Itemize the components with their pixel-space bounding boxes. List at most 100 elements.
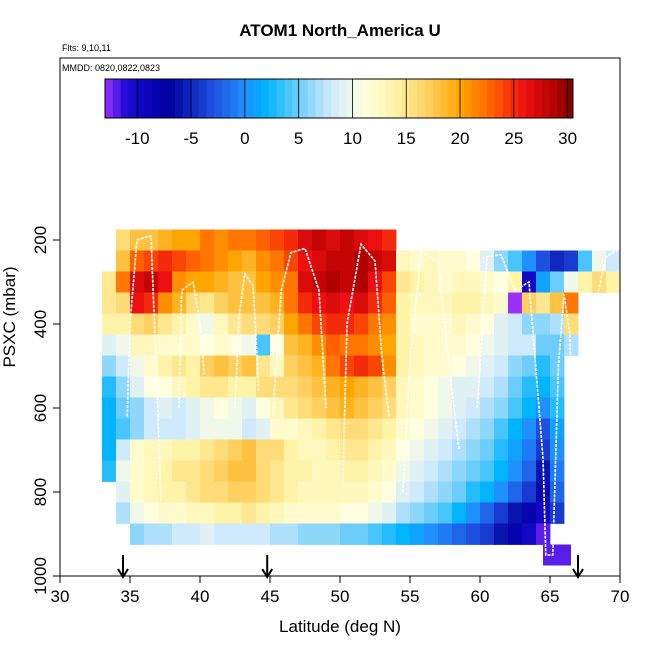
heatmap-cell (452, 523, 467, 545)
heatmap-cell (494, 334, 509, 356)
heatmap-cell (228, 397, 243, 419)
heatmap-cell (368, 460, 383, 482)
heatmap-cell (298, 313, 313, 335)
heatmap-cell (326, 334, 341, 356)
colorbar-segment (370, 79, 379, 118)
heatmap-cell (424, 502, 439, 524)
heatmap-cell (326, 439, 341, 461)
dates-label: MMDD: 0820,0822,0823 (62, 63, 160, 73)
heatmap-cell (256, 250, 271, 272)
heatmap-cell (452, 397, 467, 419)
heatmap-cell (228, 418, 243, 440)
heatmap-cell (214, 313, 229, 335)
heatmap-cell (172, 502, 187, 524)
heatmap-cell (270, 355, 285, 377)
heatmap-cell (130, 292, 145, 314)
heatmap-cell (326, 292, 341, 314)
heatmap-cell (102, 355, 117, 377)
colorbar-segment (268, 79, 278, 118)
heatmap-cell (480, 271, 495, 293)
heatmap-cell (354, 376, 369, 398)
colorbar-segment (300, 79, 309, 118)
heatmap-cell (144, 460, 159, 482)
heatmap-cell (172, 313, 187, 335)
colorbar-segment (432, 79, 441, 118)
heatmap-cell (522, 355, 537, 377)
heatmap-cell (466, 439, 481, 461)
heatmap-cell (452, 334, 467, 356)
heatmap-cell (522, 460, 537, 482)
heatmap-cell (438, 418, 453, 440)
colorbar-segment (144, 79, 153, 118)
heatmap-cell (424, 481, 439, 503)
heatmap-cell (256, 418, 271, 440)
heatmap-cell (172, 523, 187, 545)
heatmap-cell (452, 355, 467, 377)
heatmap-cell (522, 418, 537, 440)
heatmap-cell (116, 271, 131, 293)
heatmap-cell (116, 313, 131, 335)
heatmap-cell (480, 439, 495, 461)
heatmap-cell (326, 376, 341, 398)
heatmap-cell (508, 313, 523, 335)
heatmap-cell (592, 250, 607, 272)
heatmap-cell (354, 250, 369, 272)
x-axis-label: Latitude (deg N) (279, 617, 401, 636)
heatmap-cell (494, 313, 509, 335)
colorbar-segment (229, 79, 239, 118)
y-tick-label: 200 (31, 226, 50, 254)
heatmap-cell (508, 418, 523, 440)
heatmap-cell (312, 439, 327, 461)
heatmap-cell (242, 481, 257, 503)
heatmap-cell (256, 334, 271, 356)
colorbar-segment (105, 79, 114, 118)
heatmap-cell (382, 460, 397, 482)
heatmap-cell (214, 271, 229, 293)
heatmap-cell (550, 460, 565, 482)
heatmap-cell (424, 355, 439, 377)
heatmap-cell (298, 439, 313, 461)
heatmap-cell (466, 460, 481, 482)
colorbar-segment (292, 79, 301, 118)
heatmap-cell (242, 523, 257, 545)
heatmap-cell (410, 418, 425, 440)
heatmap-cell (312, 334, 327, 356)
heatmap-cell (382, 523, 397, 545)
heatmap-cell (298, 250, 313, 272)
heatmap-cell (242, 355, 257, 377)
heatmap-cell (522, 397, 537, 419)
heatmap-cell (354, 292, 369, 314)
colorbar-tick-label: 5 (294, 129, 303, 148)
heatmap-cell (368, 397, 383, 419)
heatmap-cell (368, 355, 383, 377)
heatmap-cell (326, 271, 341, 293)
heatmap-cell (536, 397, 551, 419)
heatmap-cell (144, 355, 159, 377)
heatmap-cell (466, 250, 481, 272)
heatmap-cell (256, 397, 271, 419)
heatmap-cell (522, 313, 537, 335)
heatmap-cell (452, 418, 467, 440)
heatmap-cell (340, 313, 355, 335)
heatmap-cell (158, 397, 173, 419)
heatmap-cell (242, 313, 257, 335)
heatmap-cell (452, 481, 467, 503)
colorbar-tick-label: 30 (558, 129, 577, 148)
heatmap-cell (312, 376, 327, 398)
heatmap-cell (298, 418, 313, 440)
heatmap-cell (466, 481, 481, 503)
heatmap-cell (200, 397, 215, 419)
heatmap-cell (382, 397, 397, 419)
heatmap-cell (466, 502, 481, 524)
heatmap-cell (326, 229, 341, 251)
heatmap-cell (256, 313, 271, 335)
heatmap-cell (284, 523, 299, 545)
heatmap-cell (522, 376, 537, 398)
heatmap-cell (144, 502, 159, 524)
heatmap-cell (102, 418, 117, 440)
heatmap-cell (256, 481, 271, 503)
heatmap-cell (256, 229, 271, 251)
y-tick-label: 600 (31, 394, 50, 422)
heatmap-cell (130, 334, 145, 356)
heatmap-cell (466, 313, 481, 335)
